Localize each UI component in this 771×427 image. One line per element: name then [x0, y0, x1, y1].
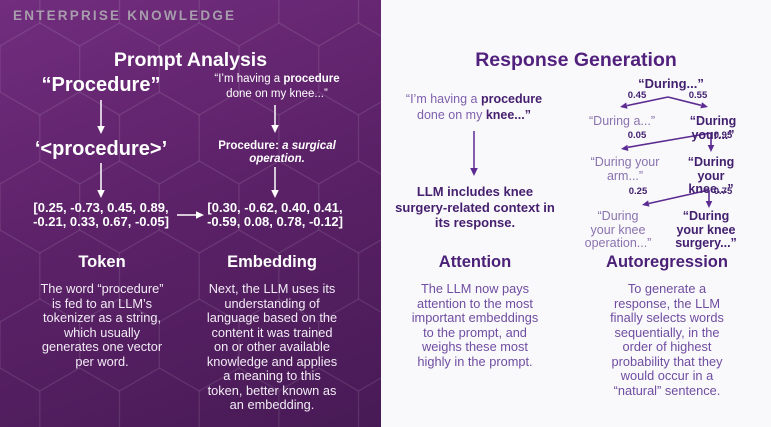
arrow-down-icon — [470, 131, 478, 176]
tree-root-node: “During...” — [638, 76, 704, 91]
prompt-quote-line2: done on my knee...” — [226, 88, 328, 100]
definition-meaning: a surgical operation. — [249, 140, 336, 165]
word-node: “Procedure” — [41, 74, 161, 96]
section-body-embedding: Next, the LLM uses its understanding of … — [206, 281, 338, 412]
prompt-quote-bold-word: procedure — [283, 73, 340, 85]
response-quote-line2: done on my — [417, 108, 486, 122]
right-panel-title: Response Generation — [475, 49, 677, 72]
probability-label: 0.95 — [713, 130, 733, 141]
tree-node-during-your: “During your...” — [689, 114, 737, 142]
response-quote-bold-procedure: procedure — [480, 92, 543, 106]
llm-context-statement: LLM includes knee surgery-related contex… — [395, 184, 555, 230]
response-quote: “I’m having a procedure done on my knee..… — [394, 91, 554, 123]
probability-label: 0.25 — [628, 186, 648, 197]
definition-term: Procedure: — [218, 140, 279, 152]
embedding-vector: [0.30, -0.62, 0.40, 0.41, -0.59, 0.08, 0… — [207, 200, 343, 229]
section-token: Token The word “procedure” is fed to an … — [17, 253, 187, 369]
token-node: ‘<procedure>’ — [34, 138, 168, 160]
section-body-autoregression: To generate a response, the LLM finally … — [610, 281, 724, 398]
arrow-down-icon — [97, 100, 105, 134]
tree-node-during-your-knee-surgery: “During your knee surgery...” — [675, 209, 737, 250]
probability-label: 0.55 — [688, 90, 708, 101]
definition-note: Procedure: a surgical operation. — [197, 140, 357, 165]
section-body-attention: The LLM now pays attention to the most i… — [411, 281, 539, 369]
probability-label: 0.45 — [627, 90, 647, 101]
section-embedding: Embedding Next, the LLM uses its underst… — [187, 253, 357, 413]
probability-label: 0.75 — [713, 186, 733, 197]
probability-tree: “During...” 0.45 0.55 “During a...” “Dur… — [585, 75, 771, 255]
section-heading-embedding: Embedding — [227, 253, 317, 271]
arrow-down-icon — [271, 105, 279, 133]
tree-node-during-your-knee-operation: “During your knee operation...” — [584, 209, 652, 250]
section-body-token: The word “procedure” is fed to an LLM’s … — [40, 281, 164, 369]
section-autoregression: Autoregression To generate a response, t… — [582, 253, 752, 398]
response-quote-bold-knee: knee...” — [485, 108, 531, 122]
arrow-down-icon — [97, 163, 105, 198]
section-heading-autoregression: Autoregression — [606, 253, 728, 271]
prompt-quote: “I’m having a procedure done on my knee..… — [197, 72, 357, 102]
hexagon-pattern-decoration — [0, 0, 381, 427]
token-vector: [0.25, -0.73, 0.45, 0.89, -0.21, 0.33, 0… — [33, 200, 169, 229]
tree-node-during-your-arm: “During your arm...” — [590, 155, 660, 183]
arrow-down-icon — [271, 167, 279, 198]
arrow-right-icon — [177, 211, 204, 219]
tree-node-during-your-knee: “During your knee...” — [687, 155, 735, 196]
probability-label: 0.05 — [627, 130, 647, 141]
prompt-quote-line1: “I’m having a — [214, 73, 284, 85]
section-attention: Attention The LLM now pays attention to … — [390, 253, 560, 369]
prompt-analysis-panel: ENTERPRISE KNOWLEDGE Prompt Analysis “Pr… — [0, 0, 382, 427]
section-heading-token: Token — [78, 253, 126, 271]
probability-tree-arrows — [620, 96, 715, 208]
tree-node-during-a: “During a...” — [589, 114, 655, 128]
response-generation-panel — [381, 0, 771, 427]
left-panel-title: Prompt Analysis — [113, 49, 268, 72]
section-heading-attention: Attention — [438, 253, 512, 271]
response-quote-line1: “I’m having a — [405, 92, 481, 106]
brand-label: ENTERPRISE KNOWLEDGE — [13, 8, 237, 23]
